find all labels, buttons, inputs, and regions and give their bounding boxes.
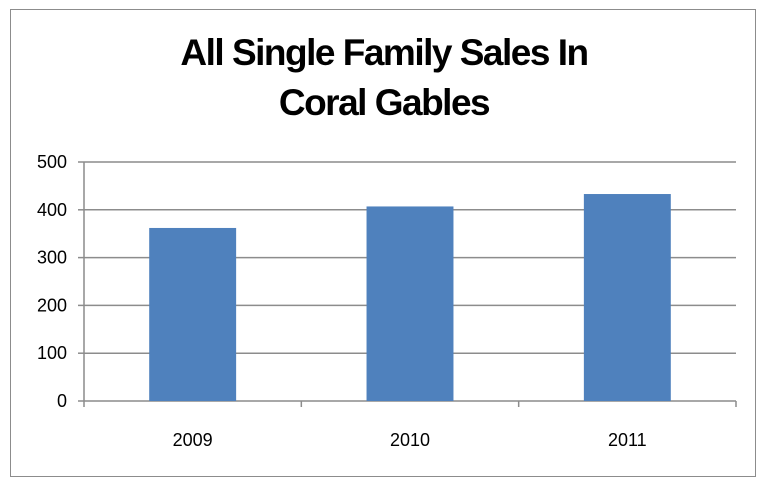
chart-title-line-1: All Single Family Sales In xyxy=(180,32,589,73)
y-tick-label: 400 xyxy=(37,200,67,220)
x-tick-label: 2011 xyxy=(608,430,647,450)
y-tick-label: 300 xyxy=(37,248,67,268)
bar-2010 xyxy=(366,206,454,401)
bar-2011 xyxy=(583,194,671,401)
chart-title: All Single Family Sales In Coral Gables xyxy=(0,28,768,128)
x-tick-label: 2009 xyxy=(173,430,213,450)
y-tick-label: 0 xyxy=(57,391,67,411)
y-tick-label: 200 xyxy=(37,295,67,315)
bar-2009 xyxy=(149,227,237,401)
x-tick-label: 2010 xyxy=(390,430,430,450)
y-tick-label: 100 xyxy=(37,343,67,363)
y-tick-label: 500 xyxy=(37,152,67,172)
chart-title-line-2: Coral Gables xyxy=(278,82,491,123)
